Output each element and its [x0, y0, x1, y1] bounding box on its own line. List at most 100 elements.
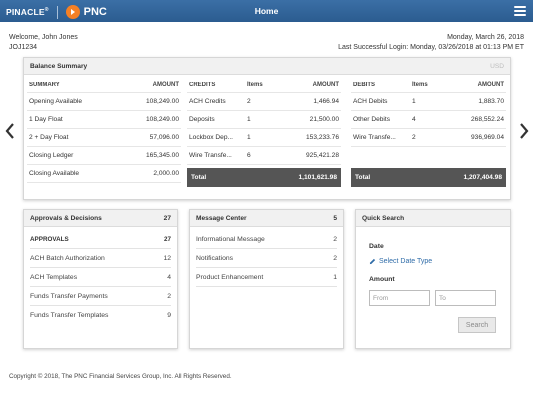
row-amount: 268,552.24: [470, 116, 504, 123]
summary-header-row: SUMMARY AMOUNT: [27, 78, 181, 93]
row-amount: 1,883.70: [478, 98, 504, 105]
pencil-icon: [369, 258, 376, 265]
row-amount: 108,249.00: [145, 98, 179, 105]
amount-to-input[interactable]: [435, 290, 496, 306]
table-row[interactable]: Lockbox Dep... 1 153,233.76: [187, 129, 341, 147]
row-amount: 165,345.00: [145, 152, 179, 159]
col-header: Items: [247, 82, 263, 88]
approvals-list: APPROVALS 27 ACH Batch Authorization 12 AC…: [24, 227, 177, 325]
pnc-logo-icon: [65, 5, 80, 19]
row-label: Deposits: [189, 116, 215, 123]
col-header: CREDITS: [189, 82, 216, 88]
pinacle-wordmark: PINACLE®: [6, 7, 49, 17]
item-count: 4: [167, 273, 171, 281]
list-item[interactable]: APPROVALS 27: [30, 230, 171, 249]
row-amount: 153,233.76: [305, 134, 339, 141]
row-label: Closing Available: [29, 170, 80, 177]
row-items: 4: [412, 116, 416, 123]
row-label: ACH Debits: [353, 98, 388, 105]
table-row[interactable]: Deposits 1 21,500.00: [187, 111, 341, 129]
date-label: Date: [369, 243, 384, 250]
table-row[interactable]: 1 Day Float 108,249.00: [27, 111, 181, 129]
top-bar: PINACLE® PNC Home: [0, 0, 533, 22]
summary-column: SUMMARY AMOUNT Opening Available 108,249.…: [27, 78, 181, 183]
item-count: 9: [167, 312, 171, 319]
item-label: ACH Batch Authorization: [30, 254, 105, 262]
credits-header-row: CREDITS Items AMOUNT: [187, 78, 341, 93]
table-row[interactable]: ACH Debits 1 1,883.70: [351, 93, 506, 111]
list-item[interactable]: Notifications 2: [196, 249, 337, 268]
row-amount: 2,000.00: [153, 170, 179, 177]
item-count: 27: [163, 235, 171, 243]
login-info: Monday, March 26, 2018 Last Successful L…: [338, 33, 524, 53]
list-item[interactable]: ACH Batch Authorization 12: [30, 249, 171, 268]
row-items: 2: [412, 134, 416, 141]
brand[interactable]: PINACLE® PNC: [6, 5, 107, 19]
debits-total-bar: Total 1,207,404.98: [351, 168, 506, 187]
item-label: Notifications: [196, 254, 234, 262]
debits-header-row: DEBITS Items AMOUNT: [351, 78, 506, 93]
row-amount: 57,096.00: [149, 134, 179, 141]
item-label: Product Enhancement: [196, 273, 264, 281]
row-label: 1 Day Float: [29, 116, 63, 123]
message-center-header[interactable]: Message Center 5: [190, 210, 343, 227]
copyright-footer: Copyright © 2018, The PNC Financial Serv…: [9, 373, 232, 380]
list-item[interactable]: Funds Transfer Templates 9: [30, 306, 171, 325]
table-row[interactable]: Closing Ledger 165,345.00: [27, 147, 181, 165]
item-label: APPROVALS: [30, 235, 69, 243]
credits-total: 1,101,621.98: [298, 174, 337, 181]
approvals-count: 27: [163, 214, 171, 222]
select-date-type-link[interactable]: Select Date Type: [369, 258, 432, 265]
welcome-block: Welcome, John Jones JOJ1234: [9, 33, 78, 53]
col-header: Items: [412, 82, 428, 88]
item-count: 2: [333, 235, 337, 243]
row-amount: 1,466.94: [313, 98, 339, 105]
item-label: ACH Templates: [30, 273, 78, 281]
list-item[interactable]: Product Enhancement 1: [196, 268, 337, 287]
page-title: Home: [254, 6, 279, 16]
search-button[interactable]: Search: [458, 317, 496, 333]
row-label: Other Debits: [353, 116, 391, 123]
message-center-title: Message Center: [196, 214, 247, 222]
table-row[interactable]: 2 + Day Float 57,096.00: [27, 129, 181, 147]
table-row[interactable]: Closing Available 2,000.00: [27, 165, 181, 183]
debits-total: 1,207,404.98: [463, 174, 502, 181]
item-count: 2: [333, 254, 337, 262]
col-header: SUMMARY: [29, 82, 60, 88]
approvals-header[interactable]: Approvals & Decisions 27: [24, 210, 177, 227]
list-item[interactable]: ACH Templates 4: [30, 268, 171, 287]
col-header: AMOUNT: [312, 82, 339, 88]
credits-total-bar: Total 1,101,621.98: [187, 168, 341, 187]
approvals-title: Approvals & Decisions: [30, 214, 102, 222]
item-label: Funds Transfer Templates: [30, 312, 109, 319]
item-label: Informational Message: [196, 235, 265, 243]
currency-label: USD: [490, 62, 504, 70]
row-amount: 21,500.00: [309, 116, 339, 123]
quick-search-title: Quick Search: [362, 214, 405, 222]
table-row[interactable]: ACH Credits 2 1,466.94: [187, 93, 341, 111]
row-amount: 108,249.00: [145, 116, 179, 123]
table-row[interactable]: Wire Transfe... 2 936,969.04: [351, 129, 506, 147]
chevron-right-icon[interactable]: [518, 122, 530, 140]
row-items: 1: [247, 116, 251, 123]
list-item[interactable]: Informational Message 2: [196, 230, 337, 249]
row-items: 1: [412, 98, 416, 105]
quick-search-card: Quick Search Date Select Date Type Amoun…: [355, 209, 511, 349]
menu-icon[interactable]: [514, 6, 526, 16]
row-amount: 925,421.28: [305, 152, 339, 159]
item-count: 1: [333, 273, 337, 281]
list-item[interactable]: Funds Transfer Payments 2: [30, 287, 171, 306]
col-header: AMOUNT: [477, 82, 504, 88]
row-label: ACH Credits: [189, 98, 226, 105]
item-count: 2: [167, 292, 171, 300]
table-row[interactable]: Other Debits 4 268,552.24: [351, 111, 506, 129]
welcome-text: Welcome, John Jones: [9, 34, 78, 41]
message-center-count: 5: [333, 214, 337, 222]
chevron-left-icon[interactable]: [4, 122, 16, 140]
quick-search-header: Quick Search: [356, 210, 510, 227]
row-items: 6: [247, 152, 251, 159]
table-row[interactable]: Opening Available 108,249.00: [27, 93, 181, 111]
table-row[interactable]: Wire Transfe... 6 925,421.28: [187, 147, 341, 165]
user-id: JOJ1234: [9, 44, 38, 51]
amount-from-input[interactable]: [369, 290, 430, 306]
